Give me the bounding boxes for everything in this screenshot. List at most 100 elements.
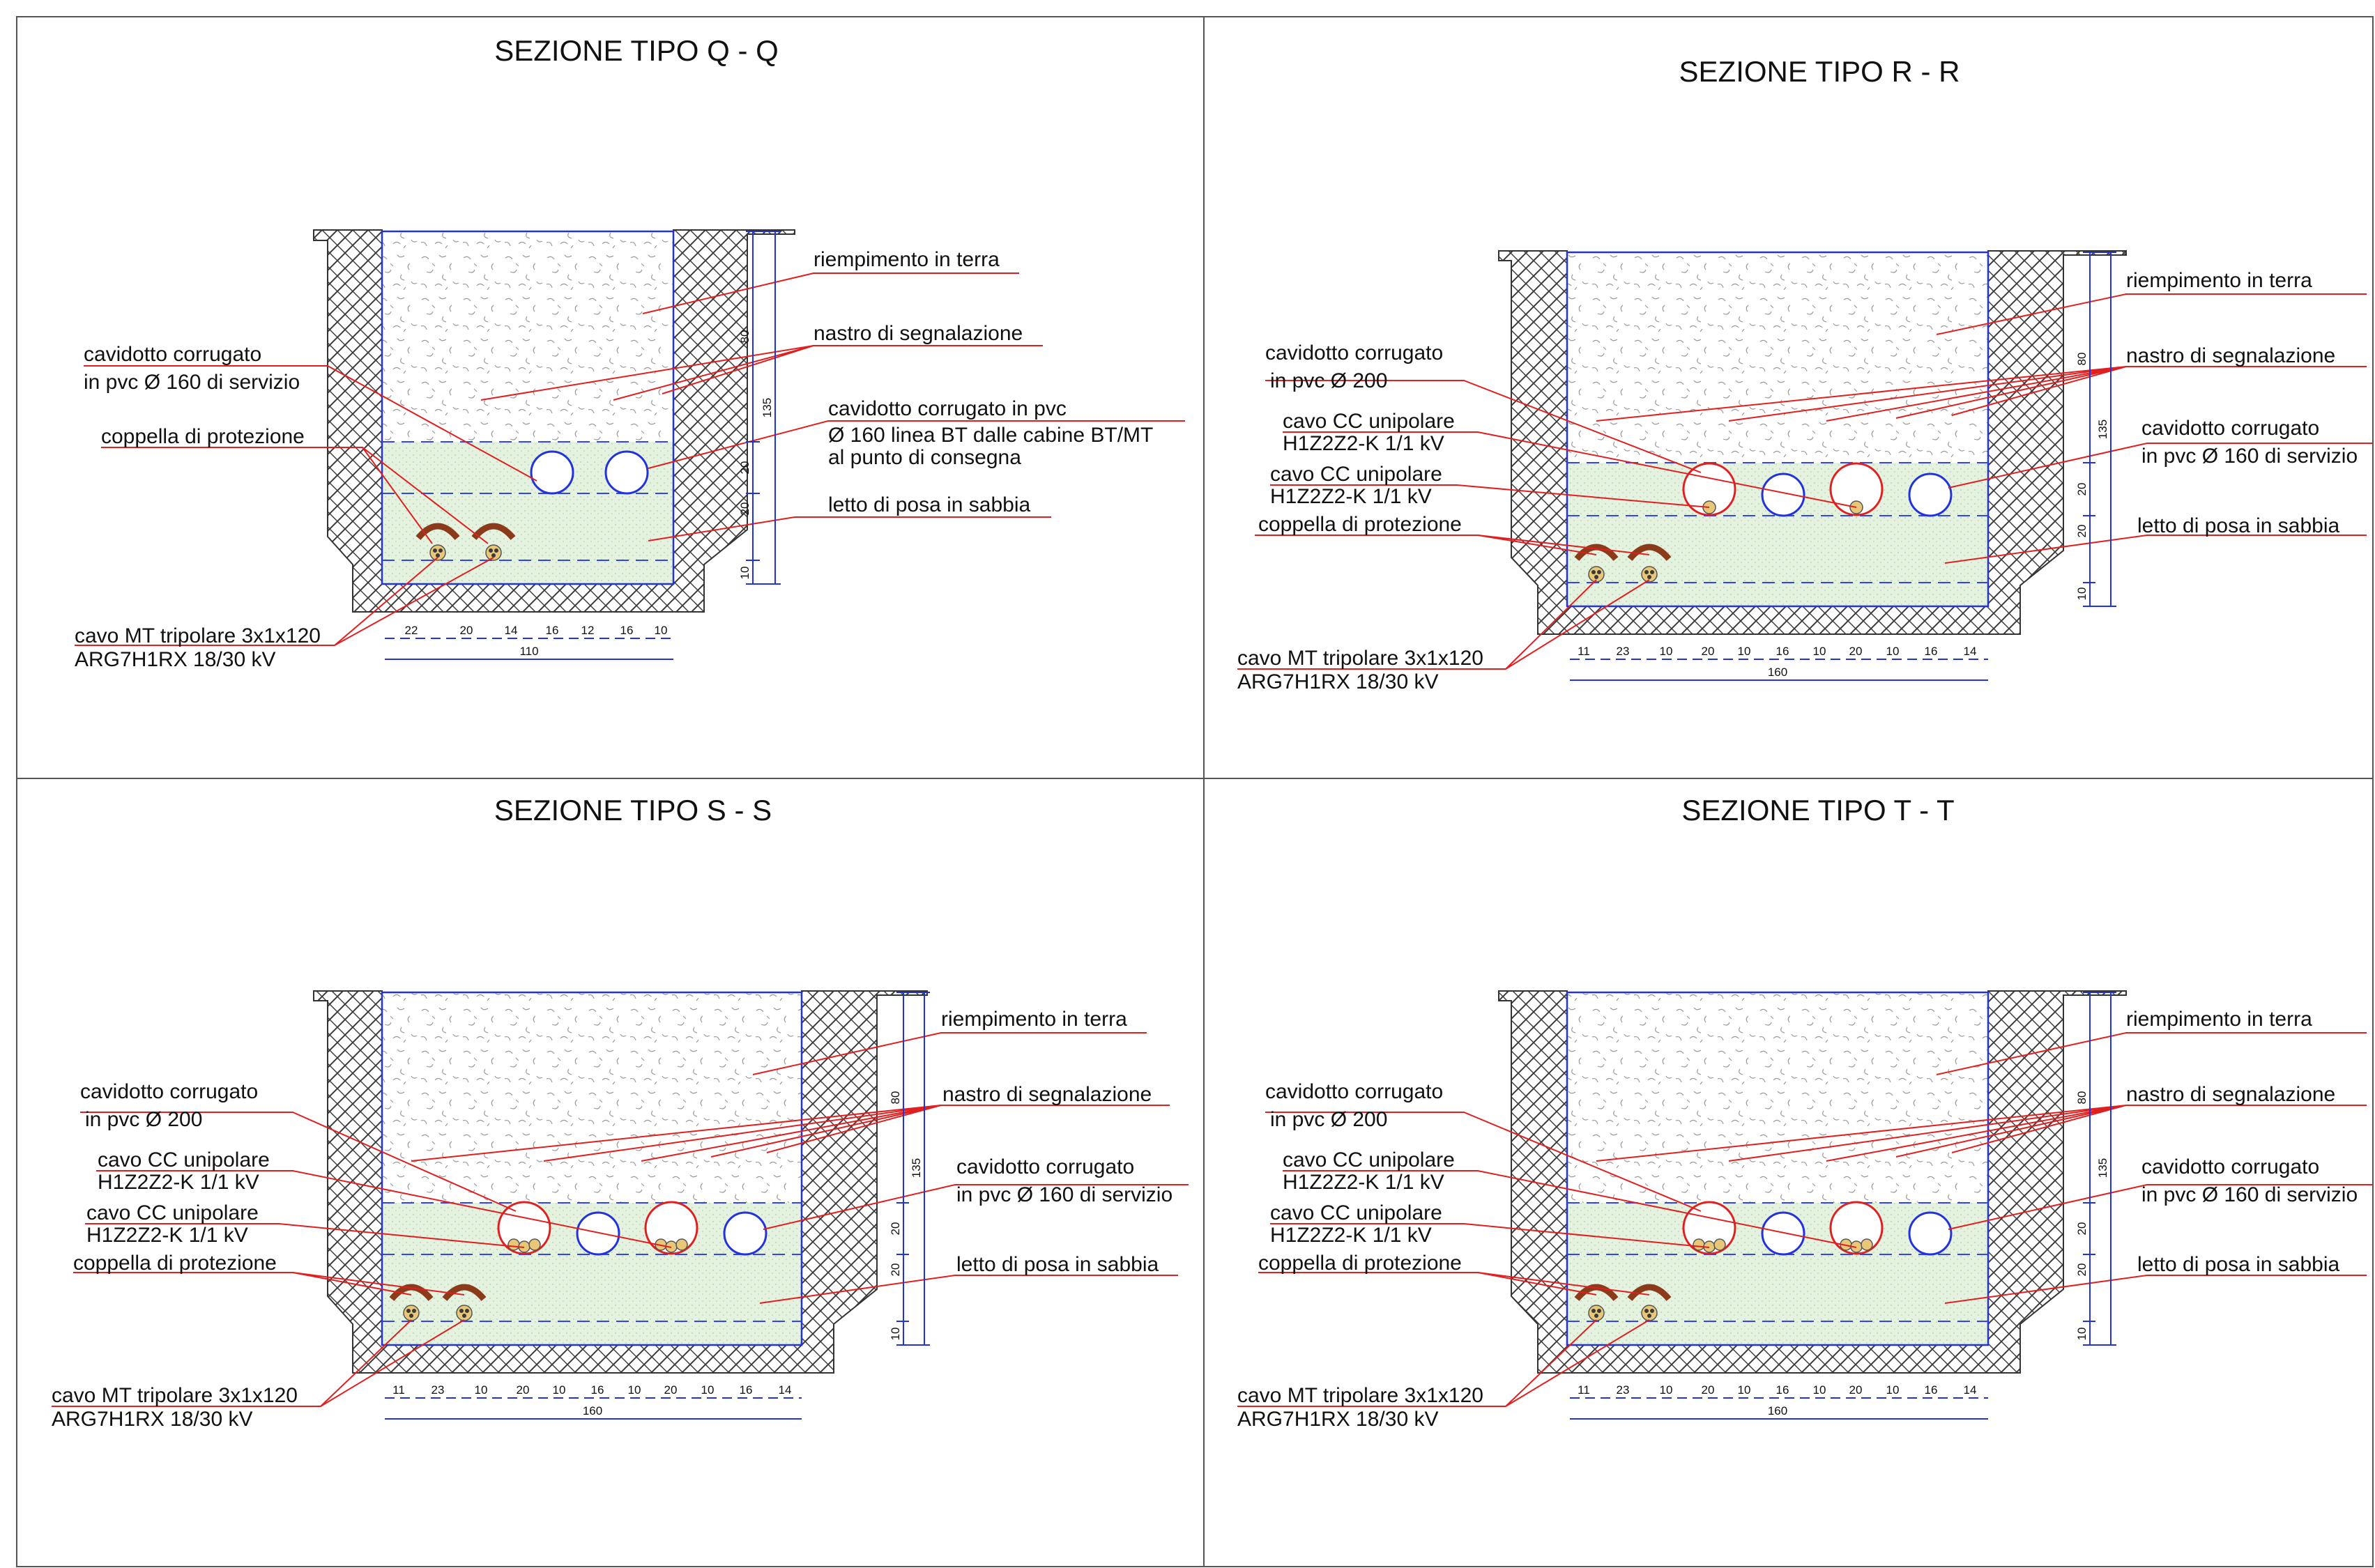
horizontal-dimension: [1570, 659, 1988, 681]
vdim-label: 20: [889, 1222, 902, 1236]
hdim-label: 16: [1925, 1383, 1938, 1397]
hdim-labels: 11 23 10 20 10 16 10 20 10 16 14: [392, 1383, 791, 1397]
hdim-label: 16: [740, 1383, 753, 1397]
hdim-label: 20: [517, 1383, 530, 1397]
hdim-label: 10: [475, 1383, 488, 1397]
label-cc2-2: H1Z2Z2-K 1/1 kV: [86, 1224, 248, 1247]
hdim-label: 10: [1813, 1383, 1826, 1397]
section-s-s: SEZIONE TIPO S - S: [52, 794, 1189, 1431]
hdim-label: 11: [1578, 1383, 1590, 1397]
label-cavidotto-bt-2: Ø 160 linea BT dalle cabine BT/MT: [828, 424, 1153, 447]
label-mt-2: ARG7H1RX 18/30 kV: [1237, 670, 1438, 693]
hdim-total: 160: [1768, 1404, 1787, 1417]
vdim-label: 80: [2075, 353, 2088, 366]
label-coppella: coppella di protezione: [101, 425, 305, 448]
mt-cable: [456, 1305, 473, 1321]
leader-lines: [1237, 293, 2373, 670]
hdim-label: 10: [1813, 645, 1826, 658]
hdim-label: 14: [1964, 1383, 1977, 1397]
conduit-160: [604, 450, 649, 495]
hdim-label: 10: [628, 1383, 641, 1397]
hdim-label: 16: [1776, 1383, 1789, 1397]
hdim-labels: 11 23 10 20 10 16 10 20 10 16 14: [1578, 645, 1976, 658]
label-cavidotto-200-2: in pvc Ø 200: [1270, 1108, 1387, 1131]
label-cc2-1: cavo CC unipolare: [86, 1201, 259, 1224]
label-riempimento: riempimento in terra: [814, 248, 1000, 271]
label-riempimento: riempimento in terra: [941, 1008, 1127, 1031]
label-cavidotto-200-1: cavidotto corrugato: [1265, 1080, 1443, 1103]
vdim-total: 135: [910, 1158, 923, 1178]
vdim-label: 80: [738, 330, 751, 344]
hdim-label: 10: [1738, 1383, 1751, 1397]
hdim-label: 12: [581, 624, 595, 637]
trench-outline: [1566, 251, 1990, 608]
hdim-label: 16: [546, 624, 559, 637]
mt-cable: [1588, 566, 1605, 583]
label-cc1-2: H1Z2Z2-K 1/1 kV: [98, 1171, 259, 1194]
label-cavidotto-servizio-1: cavidotto corrugato: [84, 343, 261, 366]
protection-shell: [471, 523, 516, 540]
label-cavidotto-servizio-2: in pvc Ø 160 di servizio: [84, 371, 300, 394]
hdim-label: 10: [553, 1383, 566, 1397]
hdim-label: 22: [405, 624, 418, 637]
label-letto: letto di posa in sabbia: [828, 493, 1031, 516]
label-cavidotto-160-2: in pvc Ø 160 di servizio: [2141, 445, 2358, 468]
vdim-label: 10: [2075, 587, 2088, 601]
label-mt-1: cavo MT tripolare 3x1x120: [1237, 647, 1483, 670]
leader-lines: [75, 272, 1185, 646]
label-cavidotto-bt-1: cavidotto corrugato in pvc: [828, 397, 1067, 420]
hdim-label: 14: [1964, 645, 1977, 658]
label-cc2-2: H1Z2Z2-K 1/1 kV: [1270, 485, 1432, 508]
hdim-label: 14: [779, 1383, 792, 1397]
protection-shell: [415, 523, 460, 540]
label-cc1-1: cavo CC unipolare: [98, 1148, 270, 1171]
hdim-total: 110: [519, 645, 538, 658]
vdim-label: 80: [2075, 1091, 2088, 1105]
section-r-r: SEZIONE TIPO R - R riempimento in: [1237, 55, 2373, 693]
conduit-160: [1761, 472, 1805, 517]
mt-cable: [485, 544, 502, 561]
section-title: SEZIONE TIPO Q - Q: [494, 34, 779, 67]
trench-outline: [381, 230, 675, 585]
section-title: SEZIONE TIPO T - T: [1681, 794, 1954, 827]
vdim-label: 20: [738, 461, 751, 475]
hdim-label: 16: [591, 1383, 604, 1397]
hdim-label: 14: [505, 624, 518, 637]
trench-outline: [1566, 991, 1990, 1346]
horizontal-dimension: [385, 638, 673, 660]
backfill-soil: [382, 231, 673, 442]
conduit-160: [1908, 472, 1953, 517]
backfill-soil: [1567, 252, 1988, 463]
section-t-t: SEZIONE TIPO T - T: [1237, 794, 2373, 1431]
hdim-label: 16: [1925, 645, 1938, 658]
label-mt-1: cavo MT tripolare 3x1x120: [52, 1384, 298, 1407]
label-cc1-2: H1Z2Z2-K 1/1 kV: [1283, 1171, 1444, 1194]
label-mt-1: cavo MT tripolare 3x1x120: [75, 624, 321, 647]
mt-cable: [429, 544, 446, 561]
label-cc2-1: cavo CC unipolare: [1270, 1201, 1442, 1224]
hdim-label: 10: [655, 624, 668, 637]
label-mt-1: cavo MT tripolare 3x1x120: [1237, 1384, 1483, 1407]
vdim-label: 20: [2075, 1222, 2088, 1236]
conduit-200: [1682, 462, 1736, 516]
label-coppella: coppella di protezione: [1258, 513, 1462, 536]
label-nastro: nastro di segnalazione: [2126, 344, 2335, 367]
horizontal-dimension: [385, 1397, 802, 1420]
mt-cable: [403, 1305, 420, 1321]
conduit-160: [530, 450, 574, 495]
label-coppella: coppella di protezione: [1258, 1252, 1462, 1275]
trench-outline: [381, 991, 803, 1346]
backfill-soil: [382, 992, 802, 1203]
conduit-160: [576, 1211, 620, 1256]
label-riempimento: riempimento in terra: [2126, 269, 2312, 292]
sheet-border: [16, 16, 2374, 1567]
vdim-label: 10: [889, 1328, 902, 1341]
hdim-label: 20: [460, 624, 473, 637]
hdim-label: 10: [1886, 1383, 1900, 1397]
hdim-label: 10: [701, 1383, 715, 1397]
label-riempimento: riempimento in terra: [2126, 1008, 2312, 1031]
mt-cable: [1641, 1305, 1658, 1321]
hdim-label: 10: [1660, 1383, 1673, 1397]
label-cavidotto-160-2: in pvc Ø 160 di servizio: [956, 1183, 1173, 1206]
conduit-160: [1908, 1211, 1953, 1256]
